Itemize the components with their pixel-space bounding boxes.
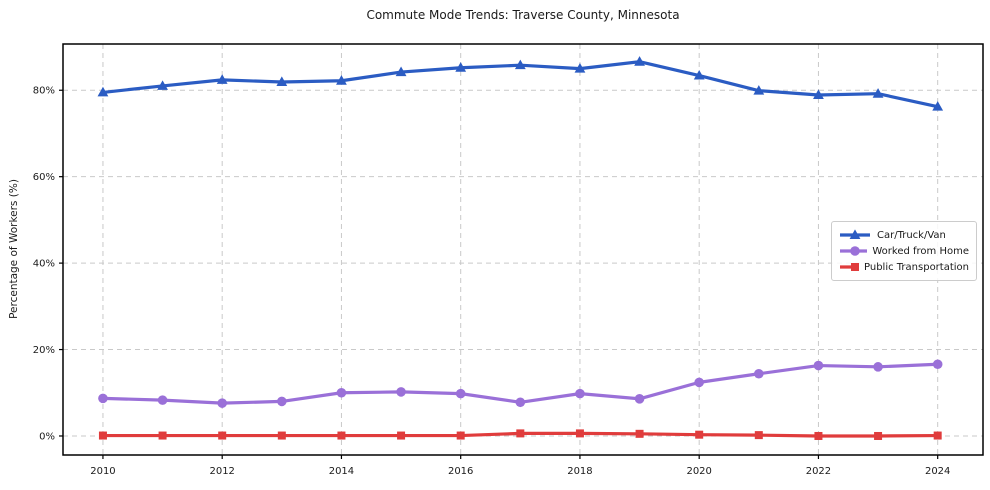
data-point-marker (873, 362, 883, 372)
data-point-marker (694, 377, 704, 388)
data-point-marker (157, 80, 168, 90)
data-point-marker (693, 69, 705, 80)
x-tick-label: 2010 (90, 466, 115, 477)
y-tick-label: 80% (33, 86, 55, 97)
data-point-marker (872, 88, 884, 98)
legend-item-car-truck-van: Car/Truck/Van (838, 227, 969, 243)
data-point-marker (157, 395, 168, 405)
data-point-marker (218, 431, 227, 440)
legend-swatch-public-transportation-icon (840, 263, 860, 271)
legend-swatch-car-truck-van-icon (840, 229, 870, 239)
data-point-marker (217, 398, 227, 408)
data-point-marker (635, 429, 644, 438)
legend-label: Worked from Home (872, 245, 969, 257)
legend-label: Public Transportation (864, 261, 969, 273)
data-point-marker (455, 388, 466, 399)
data-point-marker (932, 101, 944, 111)
x-tick-label: 2012 (209, 466, 234, 477)
data-point-marker (276, 76, 288, 87)
y-tick-label: 40% (33, 259, 55, 270)
data-point-marker (98, 431, 107, 440)
data-point-marker (337, 431, 346, 440)
data-point-marker (754, 368, 764, 379)
data-point-marker (395, 66, 407, 77)
data-point-marker (933, 431, 942, 440)
x-tick-label: 2014 (329, 466, 354, 477)
data-point-marker (634, 394, 645, 404)
data-point-marker (932, 359, 943, 370)
y-tick-label: 60% (33, 172, 55, 183)
data-point-marker (158, 431, 167, 440)
data-point-marker (575, 388, 585, 399)
data-point-marker (814, 431, 823, 440)
data-point-marker (336, 75, 347, 85)
y-tick-label: 0% (39, 431, 55, 442)
data-point-marker (277, 431, 286, 440)
data-point-marker (695, 430, 704, 439)
legend-swatch-worked-from-home-icon (840, 246, 868, 256)
chart-title: Commute Mode Trends: Traverse County, Mi… (366, 8, 680, 22)
data-point-marker (98, 393, 108, 404)
x-tick-label: 2020 (686, 466, 711, 477)
data-point-marker (874, 431, 883, 440)
data-point-marker (753, 85, 765, 95)
data-point-marker (216, 74, 228, 84)
data-point-marker (396, 387, 406, 397)
data-point-marker (97, 86, 109, 97)
x-tick-label: 2022 (806, 466, 831, 477)
y-tick-label: 20% (33, 345, 55, 356)
data-point-marker (455, 62, 467, 72)
data-point-marker (574, 63, 586, 73)
data-point-marker (397, 431, 406, 440)
legend-item-worked-from-home: Worked from Home (838, 243, 969, 259)
data-point-marker (277, 396, 287, 407)
data-point-marker (813, 89, 824, 99)
data-point-marker (336, 387, 347, 398)
data-point-marker (813, 360, 824, 371)
series-line-worked-from-home (101, 362, 940, 405)
data-point-marker (575, 429, 584, 438)
data-point-marker (754, 431, 763, 440)
x-tick-label: 2016 (448, 466, 473, 477)
data-point-marker (515, 397, 526, 408)
x-tick-label: 2024 (925, 466, 950, 477)
data-point-marker (456, 431, 465, 440)
data-point-marker (516, 429, 525, 438)
data-point-marker (514, 59, 526, 70)
legend-item-public-transportation: Public Transportation (838, 259, 969, 275)
legend-label: Car/Truck/Van (877, 229, 946, 241)
x-tick-label: 2018 (567, 466, 592, 477)
legend: Car/Truck/Van Worked from Home Public Tr… (831, 221, 977, 281)
plot-border (62, 43, 984, 456)
data-point-marker (634, 56, 645, 66)
